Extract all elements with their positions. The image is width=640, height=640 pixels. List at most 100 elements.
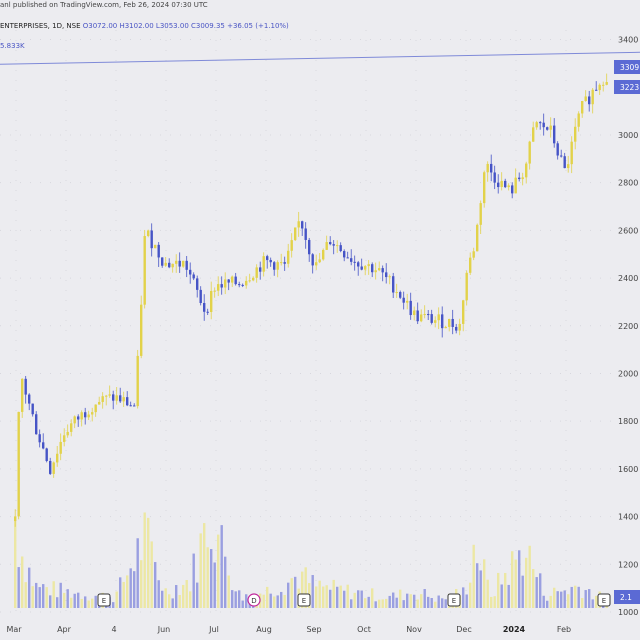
volume-bar: [525, 557, 528, 608]
candle-body: [308, 239, 311, 255]
x-tick-label: Oct: [357, 625, 371, 634]
candle-body: [322, 249, 325, 260]
candle-body: [203, 302, 206, 312]
candle-body: [248, 280, 251, 282]
volume-bar: [577, 586, 580, 608]
candle-body: [416, 310, 419, 322]
volume-bar: [143, 512, 146, 608]
volume-bar: [287, 582, 290, 608]
volume-bar: [427, 596, 430, 608]
volume-bar: [168, 594, 171, 608]
volume-bar: [595, 595, 598, 608]
volume-bar: [353, 592, 356, 608]
candle-body: [311, 254, 314, 266]
y-tick-label: 1600: [618, 465, 638, 474]
volume-bar: [325, 585, 328, 608]
candle-body: [175, 260, 178, 264]
volume-bar: [507, 584, 510, 608]
candle-body: [535, 122, 538, 128]
volume-bar: [189, 591, 192, 608]
candle-body: [241, 284, 244, 286]
volume-bar: [546, 600, 549, 608]
volume-bar: [437, 595, 440, 608]
candle-body: [77, 416, 80, 420]
volume-bar: [164, 588, 167, 608]
candle-body: [119, 395, 122, 402]
candle-body: [553, 125, 556, 144]
y-tick-label: 2400: [618, 274, 638, 283]
candle-body: [91, 412, 94, 415]
candle-body: [147, 230, 150, 237]
volume-badge: [614, 590, 640, 604]
volume-bar: [402, 600, 405, 608]
candle-body: [231, 276, 234, 283]
candle-body: [255, 267, 258, 278]
candle-body: [532, 127, 535, 142]
candle-body: [507, 185, 510, 188]
volume-bar: [52, 581, 55, 608]
candle-body: [591, 89, 594, 105]
candle-body: [602, 84, 605, 86]
volume-bar: [161, 590, 164, 608]
volume-bar: [392, 592, 395, 608]
volume-bar: [227, 575, 230, 608]
volume-bar: [269, 593, 272, 608]
candle-body: [455, 326, 458, 331]
volume-bar: [497, 572, 500, 608]
candle-body: [514, 177, 517, 194]
volume-bar: [591, 599, 594, 608]
volume-bar: [140, 560, 143, 608]
volume-bar: [49, 595, 52, 608]
candle-body: [385, 272, 388, 278]
candle-body: [605, 82, 608, 85]
earnings-marker-icon: [447, 593, 461, 607]
volume-bar: [430, 597, 433, 608]
volume-bar: [262, 594, 265, 608]
volume-bar: [556, 591, 559, 608]
volume-bar: [63, 592, 66, 608]
volume-bar: [567, 594, 570, 608]
candle-body: [259, 267, 262, 272]
candle-body: [406, 300, 409, 303]
candle-body: [185, 260, 188, 270]
candle-body: [364, 266, 367, 270]
candle-body: [528, 141, 531, 164]
candle-body: [556, 143, 559, 156]
volume-bar: [112, 602, 115, 608]
candle-body: [332, 244, 335, 246]
volume-bar: [24, 582, 27, 608]
volume-bar: [462, 587, 465, 608]
candle-body: [273, 262, 276, 270]
candle-body: [357, 262, 360, 267]
candle-body: [178, 260, 181, 267]
high-value: H3102.00: [119, 22, 154, 30]
volume-bar: [38, 587, 41, 608]
volume-bar: [553, 587, 556, 608]
volume-bar: [406, 593, 409, 608]
volume-bar: [329, 589, 332, 608]
candle-body: [59, 441, 62, 454]
candles: [14, 73, 608, 527]
candle-body: [133, 405, 136, 407]
candle-body: [101, 396, 104, 402]
volume-bar: [339, 585, 342, 608]
volume-bar: [213, 562, 216, 608]
candle-body: [476, 224, 479, 252]
candle-body: [329, 242, 332, 245]
symbol-label: ENTERPRISES, 1D, NSE: [0, 22, 81, 30]
candle-body: [542, 122, 545, 128]
event-marker: E: [97, 593, 111, 607]
candle-body: [164, 262, 167, 266]
volume-bar: [500, 584, 503, 608]
dividend-marker-icon: [247, 593, 261, 607]
candle-body: [567, 164, 570, 169]
candle-body: [430, 314, 433, 323]
candle-body: [378, 268, 381, 271]
candle-body: [56, 453, 59, 463]
horizontal-price-line[interactable]: [0, 51, 640, 65]
volume-badge-label: 2.1: [620, 593, 632, 602]
event-marker-label: E: [302, 597, 306, 605]
candle-body: [315, 262, 318, 266]
candle-body: [549, 125, 552, 130]
